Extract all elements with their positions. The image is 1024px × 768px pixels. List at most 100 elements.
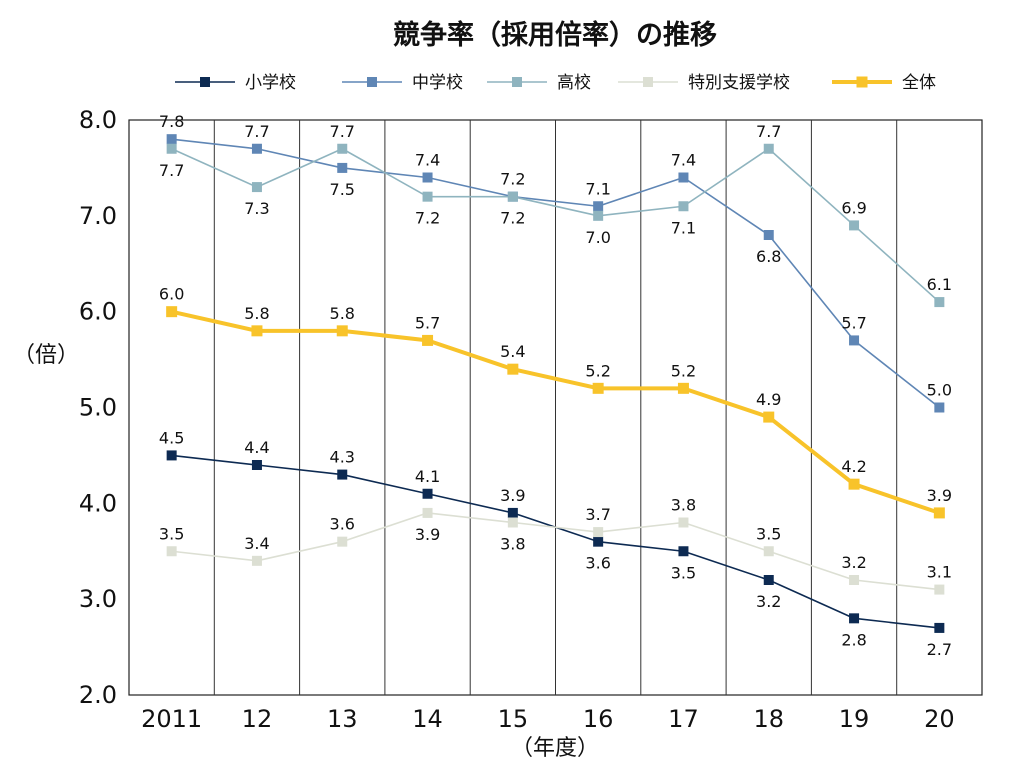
data-point bbox=[422, 172, 433, 183]
data-label: 4.3 bbox=[330, 448, 355, 467]
data-point bbox=[849, 220, 860, 231]
legend-label: 中学校 bbox=[412, 73, 463, 93]
data-label: 3.9 bbox=[500, 486, 525, 505]
data-point bbox=[763, 575, 774, 585]
data-label: 4.1 bbox=[415, 467, 440, 486]
data-point bbox=[251, 460, 262, 470]
data-label: 7.7 bbox=[159, 161, 184, 180]
legend-label: 高校 bbox=[557, 73, 591, 93]
data-label: 7.8 bbox=[159, 112, 184, 131]
y-tick-label: 3.0 bbox=[79, 585, 117, 613]
data-point bbox=[593, 536, 604, 547]
data-label: 3.1 bbox=[927, 563, 952, 582]
data-label: 3.4 bbox=[244, 534, 269, 553]
data-point bbox=[934, 402, 945, 413]
data-point bbox=[934, 584, 945, 595]
series-line bbox=[171, 147, 940, 303]
data-point bbox=[251, 555, 262, 566]
data-point bbox=[166, 306, 178, 318]
series-小学校: 4.5 4.4 4.3 4.1 3.9 3.6 3.5 3.2 2.8 2.7 bbox=[159, 428, 952, 659]
data-label: 3.2 bbox=[841, 553, 866, 572]
y-tick-label: 4.0 bbox=[79, 489, 117, 517]
x-tick-label: 19 bbox=[839, 705, 870, 733]
data-label: 5.7 bbox=[415, 313, 440, 332]
data-label: 3.2 bbox=[756, 592, 781, 611]
data-point bbox=[593, 527, 604, 538]
data-point bbox=[677, 382, 689, 394]
data-point bbox=[763, 411, 775, 423]
data-label: 4.5 bbox=[159, 428, 184, 447]
data-label: 3.5 bbox=[671, 563, 696, 582]
data-point bbox=[849, 335, 860, 346]
data-label: 5.4 bbox=[500, 342, 525, 361]
legend-label: 全体 bbox=[902, 73, 936, 93]
x-tick-label: 2011 bbox=[141, 705, 202, 733]
data-label: 2.8 bbox=[841, 630, 866, 649]
legend-marker bbox=[367, 77, 377, 87]
data-point bbox=[933, 507, 945, 519]
data-point bbox=[934, 622, 945, 633]
series-line bbox=[171, 309, 940, 515]
data-point bbox=[337, 143, 348, 154]
data-point bbox=[763, 143, 774, 154]
data-point bbox=[337, 536, 348, 547]
data-label: 4.2 bbox=[841, 457, 866, 476]
series-line bbox=[171, 138, 940, 409]
data-point bbox=[507, 507, 518, 518]
data-label: 7.0 bbox=[585, 228, 610, 247]
data-label: 6.8 bbox=[756, 247, 781, 266]
legend: 小学校 中学校 高校 特別支援学校 全体 bbox=[175, 73, 936, 93]
data-label: 5.8 bbox=[330, 304, 355, 323]
plot-area: 2.0 3.0 4.0 5.0 6.0 7.0 8.0 2011 12 13 14 15 16 17 18 1… bbox=[79, 106, 983, 733]
data-point bbox=[166, 546, 177, 557]
data-label: 7.3 bbox=[244, 199, 269, 218]
data-label: 3.5 bbox=[756, 524, 781, 543]
data-point bbox=[763, 546, 774, 557]
y-tick-label: 5.0 bbox=[79, 394, 117, 422]
series-特別支援学校: 3.5 3.4 3.6 3.9 3.8 3.7 3.8 3.5 3.2 3.1 bbox=[159, 496, 952, 595]
data-label: 3.6 bbox=[330, 515, 355, 534]
data-label: 6.0 bbox=[159, 285, 184, 304]
data-point bbox=[678, 201, 689, 212]
data-label: 3.8 bbox=[500, 535, 525, 554]
y-tick-label: 6.0 bbox=[79, 298, 117, 326]
x-tick-label: 17 bbox=[668, 705, 699, 733]
legend-marker bbox=[643, 77, 653, 87]
x-tick-label: 14 bbox=[412, 705, 443, 733]
legend-marker bbox=[200, 77, 210, 87]
data-point bbox=[934, 297, 945, 308]
data-point bbox=[763, 230, 774, 240]
data-point bbox=[251, 325, 263, 337]
data-label: 7.1 bbox=[671, 218, 696, 237]
data-point bbox=[337, 162, 348, 173]
legend-item: 小学校 bbox=[175, 73, 296, 93]
data-point bbox=[336, 325, 348, 337]
data-point bbox=[422, 334, 434, 346]
y-tick-label: 7.0 bbox=[79, 202, 117, 230]
data-point bbox=[507, 191, 518, 202]
data-point bbox=[849, 613, 860, 624]
data-label: 7.7 bbox=[330, 122, 355, 141]
data-point bbox=[422, 507, 433, 518]
y-axis-label: （倍） bbox=[13, 343, 79, 368]
legend-label: 特別支援学校 bbox=[688, 73, 790, 93]
data-point bbox=[593, 201, 604, 212]
data-point bbox=[678, 172, 689, 183]
data-label: 7.4 bbox=[415, 151, 440, 170]
y-tick-label: 2.0 bbox=[79, 681, 117, 709]
x-tick-label: 16 bbox=[583, 705, 614, 733]
data-label: 7.7 bbox=[244, 122, 269, 141]
data-label: 3.7 bbox=[585, 505, 610, 524]
series-中学校: 7.8 7.7 7.5 7.4 7.2 7.1 7.4 6.8 5.7 5.0 bbox=[159, 112, 952, 413]
data-label: 6.9 bbox=[841, 198, 866, 217]
data-label: 5.7 bbox=[841, 313, 866, 332]
data-point bbox=[422, 191, 433, 202]
data-label: 6.1 bbox=[927, 275, 952, 294]
data-label: 2.7 bbox=[927, 640, 952, 659]
x-tick-label: 12 bbox=[242, 705, 273, 733]
data-point bbox=[848, 478, 860, 490]
data-point bbox=[507, 517, 518, 528]
legend-item: 中学校 bbox=[342, 73, 463, 93]
data-point bbox=[678, 517, 689, 528]
